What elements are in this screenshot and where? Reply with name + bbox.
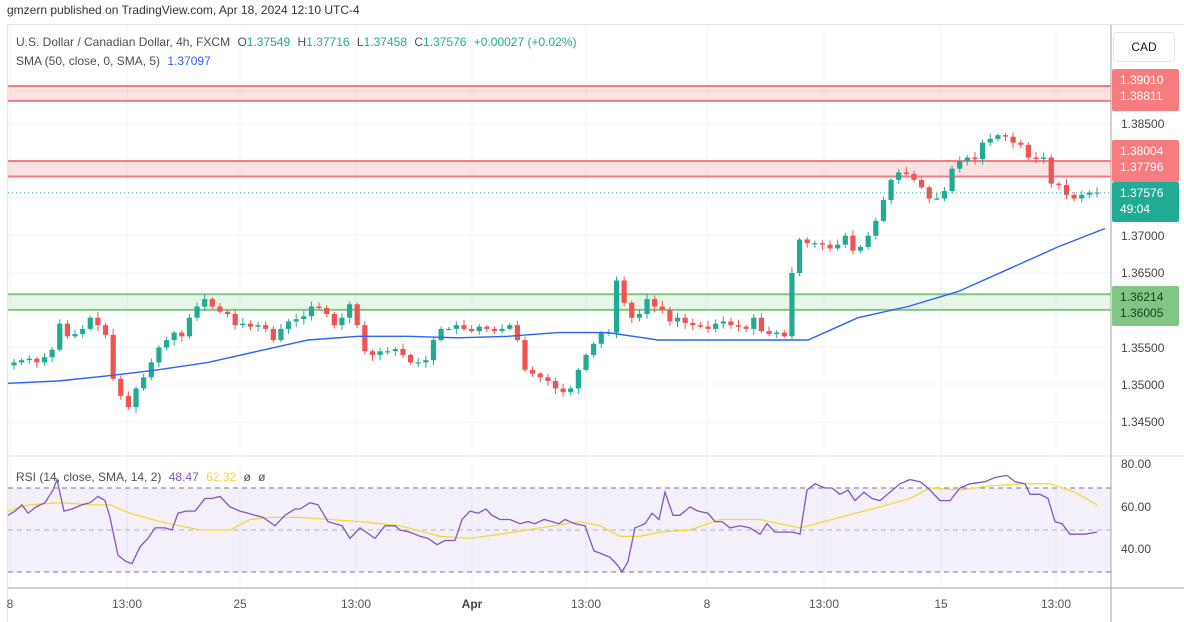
sma-label: SMA (50, close, 0, SMA, 5) [16, 54, 161, 68]
price-tick: 1.35000 [1121, 378, 1165, 392]
resistance-lower-tag: 1.38004 1.37796 [1112, 140, 1179, 182]
time-label: 15 [934, 597, 948, 611]
resistance-upper-zone[interactable] [8, 85, 1111, 102]
price-tick: 1.37000 [1121, 229, 1165, 243]
time-label: 25 [233, 597, 247, 611]
sma-legend[interactable]: SMA (50, close, 0, SMA, 5) 1.37097 [16, 54, 215, 68]
price-tick: 1.34500 [1121, 415, 1165, 429]
symbol-name: U.S. Dollar / Canadian Dollar, 4h, FXCM [16, 35, 231, 49]
sma-line [7, 227, 1106, 384]
support-zone[interactable] [8, 293, 1111, 311]
price-tick: 1.36500 [1121, 266, 1165, 280]
rsi-value: 48.47 [168, 470, 199, 484]
rsi-legend[interactable]: RSI (14, close, SMA, 14, 2) 48.47 62.32 … [16, 470, 270, 484]
rsi-tick: 80.00 [1121, 457, 1152, 471]
resistance-lower-zone[interactable] [8, 159, 1111, 178]
rsi-sma-value: 62.32 [206, 470, 237, 484]
price-tick: 1.35500 [1121, 341, 1165, 355]
time-label: 13:00 [1040, 597, 1072, 611]
chart-frame [7, 24, 1184, 622]
rsi-extra-1: ø [243, 470, 251, 484]
resistance-upper-tag: 1.39010 1.38811 [1112, 69, 1179, 111]
time-label: 8 [703, 597, 711, 611]
support-tag: 1.36214 1.36005 [1112, 286, 1179, 326]
change-value: +0.00027 (+0.02%) [473, 35, 577, 49]
rsi-sma-line [7, 483, 1098, 540]
time-label: 13:00 [340, 597, 372, 611]
last-price-tag: 1.37576 49:04 [1112, 182, 1179, 222]
rsi-tick: 60.00 [1121, 500, 1152, 514]
close-value: 1.37576 [423, 35, 467, 49]
high-value: 1.37716 [306, 35, 350, 49]
currency-button[interactable]: CAD [1113, 32, 1175, 62]
candles[interactable] [11, 132, 1100, 413]
rsi-label: RSI (14, close, SMA, 14, 2) [16, 470, 162, 484]
sma-value: 1.37097 [167, 54, 211, 68]
time-label: Apr [461, 597, 483, 611]
open-value: 1.37549 [246, 35, 291, 49]
publish-bar: gmzern published on TradingView.com, Apr… [7, 3, 360, 17]
low-value: 1.37458 [363, 35, 407, 49]
time-label: 13:00 [808, 597, 840, 611]
time-label: 13:00 [111, 597, 143, 611]
price-tick: 1.38500 [1121, 117, 1165, 131]
time-label: 8 [6, 597, 14, 611]
rsi-tick: 40.00 [1121, 542, 1152, 556]
rsi-line [7, 474, 1098, 574]
rsi-extra-2: ø [258, 470, 266, 484]
symbol-legend: U.S. Dollar / Canadian Dollar, 4h, FXCM … [16, 35, 577, 49]
time-label: 13:00 [570, 597, 602, 611]
